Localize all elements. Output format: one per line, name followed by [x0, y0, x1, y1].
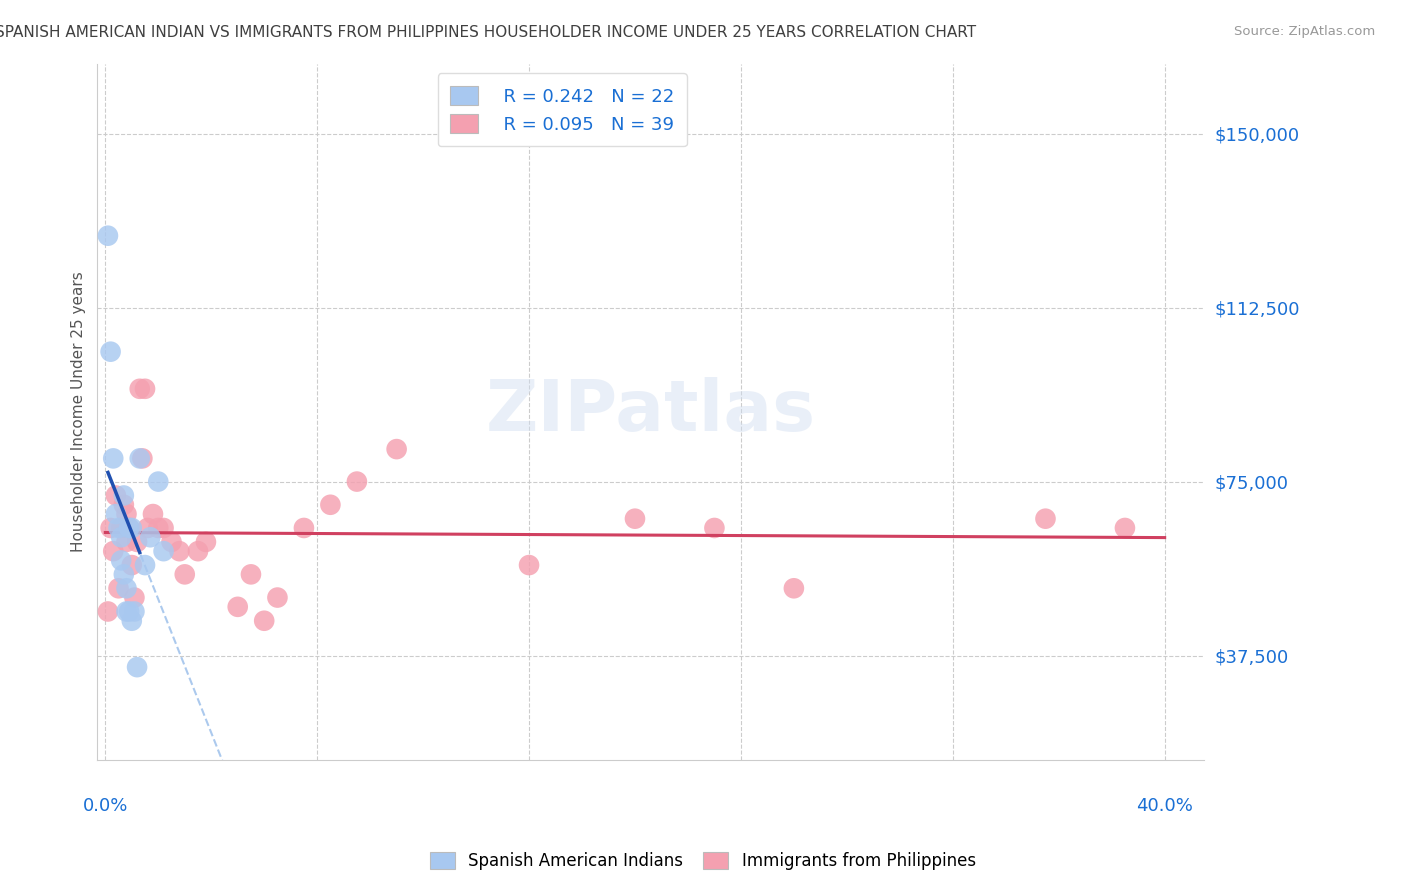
Point	[97, 228, 120, 243]
Point	[783, 582, 806, 596]
Point	[125, 660, 148, 674]
Point	[226, 599, 249, 614]
Point	[292, 521, 315, 535]
Point	[125, 534, 148, 549]
Text: 0.0%: 0.0%	[83, 797, 128, 815]
Point	[121, 614, 143, 628]
Point	[346, 475, 368, 489]
Text: SPANISH AMERICAN INDIAN VS IMMIGRANTS FROM PHILIPPINES HOUSEHOLDER INCOME UNDER : SPANISH AMERICAN INDIAN VS IMMIGRANTS FR…	[0, 25, 976, 40]
Point	[169, 544, 191, 558]
Point	[112, 567, 135, 582]
Point	[110, 521, 132, 535]
Point	[121, 521, 143, 535]
Point	[103, 544, 125, 558]
Point	[100, 521, 122, 535]
Point	[266, 591, 288, 605]
Point	[253, 614, 276, 628]
Point	[136, 521, 159, 535]
Point	[385, 442, 408, 456]
Text: Source: ZipAtlas.com: Source: ZipAtlas.com	[1234, 25, 1375, 38]
Point	[112, 498, 135, 512]
Point	[148, 521, 170, 535]
Point	[160, 534, 183, 549]
Point	[152, 521, 174, 535]
Point	[134, 558, 156, 573]
Point	[624, 511, 647, 525]
Y-axis label: Householder Income Under 25 years: Householder Income Under 25 years	[72, 272, 86, 552]
Point	[517, 558, 540, 573]
Point	[121, 558, 143, 573]
Point	[194, 534, 217, 549]
Point	[118, 521, 141, 535]
Point	[115, 534, 138, 549]
Point	[107, 521, 129, 535]
Point	[112, 488, 135, 502]
Point	[115, 605, 138, 619]
Point	[107, 582, 129, 596]
Legend:   R = 0.242   N = 22,   R = 0.095   N = 39: R = 0.242 N = 22, R = 0.095 N = 39	[437, 73, 688, 146]
Point	[131, 451, 153, 466]
Point	[103, 451, 125, 466]
Point	[104, 488, 127, 502]
Point	[115, 507, 138, 521]
Point	[134, 382, 156, 396]
Legend: Spanish American Indians, Immigrants from Philippines: Spanish American Indians, Immigrants fro…	[423, 845, 983, 877]
Point	[1114, 521, 1136, 535]
Point	[110, 553, 132, 567]
Point	[128, 451, 150, 466]
Point	[319, 498, 342, 512]
Point	[152, 544, 174, 558]
Point	[124, 605, 146, 619]
Point	[128, 382, 150, 396]
Point	[118, 605, 141, 619]
Point	[148, 475, 170, 489]
Point	[173, 567, 195, 582]
Point	[104, 507, 127, 521]
Point	[118, 521, 141, 535]
Text: 40.0%: 40.0%	[1136, 797, 1194, 815]
Point	[239, 567, 262, 582]
Point	[703, 521, 725, 535]
Point	[187, 544, 209, 558]
Point	[110, 530, 132, 544]
Point	[115, 582, 138, 596]
Point	[124, 591, 146, 605]
Point	[1035, 511, 1057, 525]
Point	[139, 530, 162, 544]
Text: ZIPatlas: ZIPatlas	[486, 377, 815, 447]
Point	[97, 605, 120, 619]
Point	[100, 344, 122, 359]
Point	[142, 507, 165, 521]
